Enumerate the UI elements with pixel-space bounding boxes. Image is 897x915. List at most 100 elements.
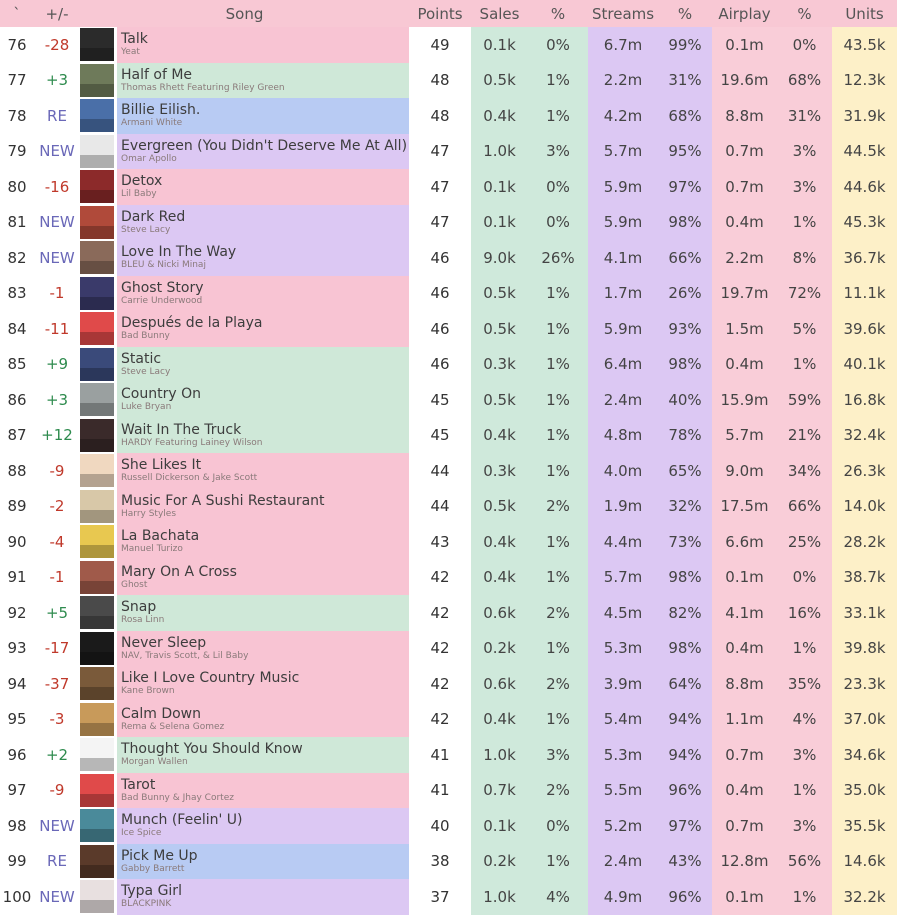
album-cover-image [80, 28, 114, 62]
streams-cell: 4.2m [588, 98, 659, 134]
table-row[interactable]: 76 -28 Talk Yeat 49 0.1k 0% 6.7m 99% 0.1m 0% 43.5k [0, 27, 897, 63]
table-row[interactable]: 87 +12 Wait In The Truck HARDY Featuring La… [0, 417, 897, 453]
streams-cell: 5.4m [588, 701, 659, 737]
sales-cell: 1.0k [471, 133, 529, 169]
song-cell[interactable]: Dark Red Steve Lacy [117, 204, 410, 240]
song-artist: Omar Apollo [121, 153, 177, 164]
streams-pct-cell: 93% [658, 311, 713, 347]
units-cell: 12.3k [832, 62, 897, 98]
table-row[interactable]: 96 +2 Thought You Should Know Morgan Wallen… [0, 737, 897, 773]
song-cell[interactable]: Después de la Playa Bad Bunny [117, 311, 410, 347]
song-cell[interactable]: Pick Me Up Gabby Barrett [117, 843, 410, 879]
song-cell[interactable]: Billie Eilish. Armani White [117, 98, 410, 134]
airplay-pct-cell: 0% [777, 559, 833, 595]
streams-pct-cell: 97% [658, 169, 713, 205]
points-cell: 47 [409, 169, 472, 205]
song-cell[interactable]: La Bachata Manuel Turizo [117, 524, 410, 560]
song-cell[interactable]: Munch (Feelin' U) Ice Spice [117, 808, 410, 844]
song-cell[interactable]: Evergreen (You Didn't Deserve Me At All)… [117, 133, 410, 169]
song-cell[interactable]: Country On Luke Bryan [117, 382, 410, 418]
table-row[interactable]: 84 -11 Después de la Playa Bad Bunny 46 0.5k 1… [0, 311, 897, 347]
song-cell[interactable]: Calm Down Rema & Selena Gomez [117, 701, 410, 737]
table-row[interactable]: 95 -3 Calm Down Rema & Selena Gomez 42 0.4k 1%… [0, 701, 897, 737]
song-cell[interactable]: Thought You Should Know Morgan Wallen [117, 737, 410, 773]
header-rank: ` [0, 0, 34, 27]
song-cell[interactable]: Wait In The Truck HARDY Featuring Lainey … [117, 417, 410, 453]
streams-cell: 4.9m [588, 879, 659, 915]
table-row[interactable]: 98 NEW Munch (Feelin' U) Ice Spice 40 0.1k 0% 5… [0, 808, 897, 844]
table-row[interactable]: 77 +3 Half of Me Thomas Rhett Featuring Ril… [0, 62, 897, 99]
table-row[interactable]: 86 +3 Country On Luke Bryan 45 0.5k 1% 2.4m 40% 1… [0, 382, 897, 418]
table-row[interactable]: 81 NEW Dark Red Steve Lacy 47 0.1k 0% 5.9m 98% 0.… [0, 204, 897, 240]
points-cell: 47 [409, 204, 472, 240]
album-cover-image [80, 880, 114, 914]
units-cell: 44.5k [832, 133, 897, 169]
rank-cell: 80 [7, 177, 27, 196]
table-row[interactable]: 89 -2 Music For A Sushi Restaurant Harry St… [0, 488, 897, 524]
table-row[interactable]: 88 -9 She Likes It Russell Dickerson & Jake… [0, 453, 897, 489]
table-row[interactable]: 91 -1 Mary On A Cross Ghost 42 0.4k 1% 5.7m 98% 0… [0, 559, 897, 595]
table-row[interactable]: 92 +5 Snap Rosa Linn 42 0.6k 2% 4.5m 82% 4.1m 16% 3… [0, 595, 897, 631]
table-row[interactable]: 78 RE Billie Eilish. Armani White 48 0.4k 1% 4.… [0, 98, 897, 134]
sales-cell: 0.7k [471, 772, 529, 808]
units-cell: 36.7k [832, 240, 897, 276]
song-cell[interactable]: Static Steve Lacy [117, 346, 410, 382]
rank-cell: 78 [7, 106, 27, 125]
airplay-pct-cell: 8% [777, 240, 833, 276]
rank-cell: 88 [7, 461, 27, 480]
table-row[interactable]: 93 -17 Never Sleep NAV, Travis Scott, & Lil… [0, 630, 897, 666]
album-cover-image [80, 276, 114, 310]
streams-pct-cell: 95% [658, 133, 713, 169]
song-cell[interactable]: Mary On A Cross Ghost [117, 559, 410, 595]
airplay-pct-cell: 4% [777, 701, 833, 737]
change-cell: NEW [39, 816, 75, 835]
album-art [80, 844, 117, 880]
table-row[interactable]: 82 NEW Love In The Way BLEU & Nicki Minaj 46… [0, 240, 897, 276]
song-cell[interactable]: Detox Lil Baby [117, 169, 410, 205]
table-row[interactable]: 90 -4 La Bachata Manuel Turizo 43 0.4k 1% 4.4m 7… [0, 524, 897, 560]
song-title: Typa Girl [121, 883, 182, 900]
streams-pct-cell: 66% [658, 240, 713, 276]
points-cell: 46 [409, 311, 472, 347]
song-artist: HARDY Featuring Lainey Wilson [121, 437, 263, 448]
song-title: Thought You Should Know [121, 741, 303, 758]
table-row[interactable]: 80 -16 Detox Lil Baby 47 0.1k 0% 5.9m 97% 0.7m 3% 4… [0, 169, 897, 205]
song-cell[interactable]: Typa Girl BLACKPINK [117, 879, 410, 915]
chart-rows: 76 -28 Talk Yeat 49 0.1k 0% 6.7m 99% 0.1m 0% 43.5k 7… [0, 27, 897, 915]
song-cell[interactable]: Music For A Sushi Restaurant Harry Styles [117, 488, 410, 524]
points-cell: 43 [409, 524, 472, 560]
table-row[interactable]: 85 +9 Static Steve Lacy 46 0.3k 1% 6.4m 98% 0.4m 1… [0, 346, 897, 382]
table-row[interactable]: 99 RE Pick Me Up Gabby Barrett 38 0.2k 1% 2.4m 4… [0, 843, 897, 880]
song-cell[interactable]: Never Sleep NAV, Travis Scott, & Lil Baby [117, 630, 410, 666]
table-row[interactable]: 100 NEW Typa Girl BLACKPINK 37 1.0k 4% 4.9m 96% 0… [0, 879, 897, 915]
song-cell[interactable]: Half of Me Thomas Rhett Featuring Riley G… [117, 62, 410, 98]
table-row[interactable]: 79 NEW Evergreen (You Didn't Deserve Me At… [0, 133, 897, 169]
table-row[interactable]: 94 -37 Like I Love Country Music Kane Brown… [0, 666, 897, 702]
song-cell[interactable]: She Likes It Russell Dickerson & Jake Sco… [117, 453, 410, 489]
song-cell[interactable]: Love In The Way BLEU & Nicki Minaj [117, 240, 410, 276]
song-cell[interactable]: Ghost Story Carrie Underwood [117, 275, 410, 311]
change-cell: NEW [39, 248, 75, 267]
song-cell[interactable]: Snap Rosa Linn [117, 595, 410, 631]
units-cell: 23.3k [832, 666, 897, 702]
album-art [80, 169, 117, 205]
song-cell[interactable]: Like I Love Country Music Kane Brown [117, 666, 410, 702]
sales-pct-cell: 3% [528, 737, 589, 773]
airplay-pct-cell: 3% [777, 737, 833, 773]
table-row[interactable]: 97 -9 Tarot Bad Bunny & Jhay Cortez 41 0.7k 2%… [0, 772, 897, 808]
streams-cell: 6.7m [588, 27, 659, 63]
sales-cell: 0.1k [471, 808, 529, 844]
rank-cell: 85 [7, 355, 27, 374]
table-row[interactable]: 83 -1 Ghost Story Carrie Underwood 46 0.5k 1% 1… [0, 275, 897, 311]
sales-cell: 1.0k [471, 737, 529, 773]
airplay-cell: 0.1m [712, 559, 778, 595]
sales-pct-cell: 1% [528, 62, 589, 98]
song-cell[interactable]: Tarot Bad Bunny & Jhay Cortez [117, 772, 410, 808]
song-title: Billie Eilish. [121, 102, 201, 119]
album-art [80, 63, 117, 99]
song-cell[interactable]: Talk Yeat [117, 27, 410, 63]
rank-cell: 76 [7, 35, 27, 54]
song-artist: Manuel Turizo [121, 544, 183, 555]
points-cell: 46 [409, 275, 472, 311]
album-art [80, 879, 117, 915]
